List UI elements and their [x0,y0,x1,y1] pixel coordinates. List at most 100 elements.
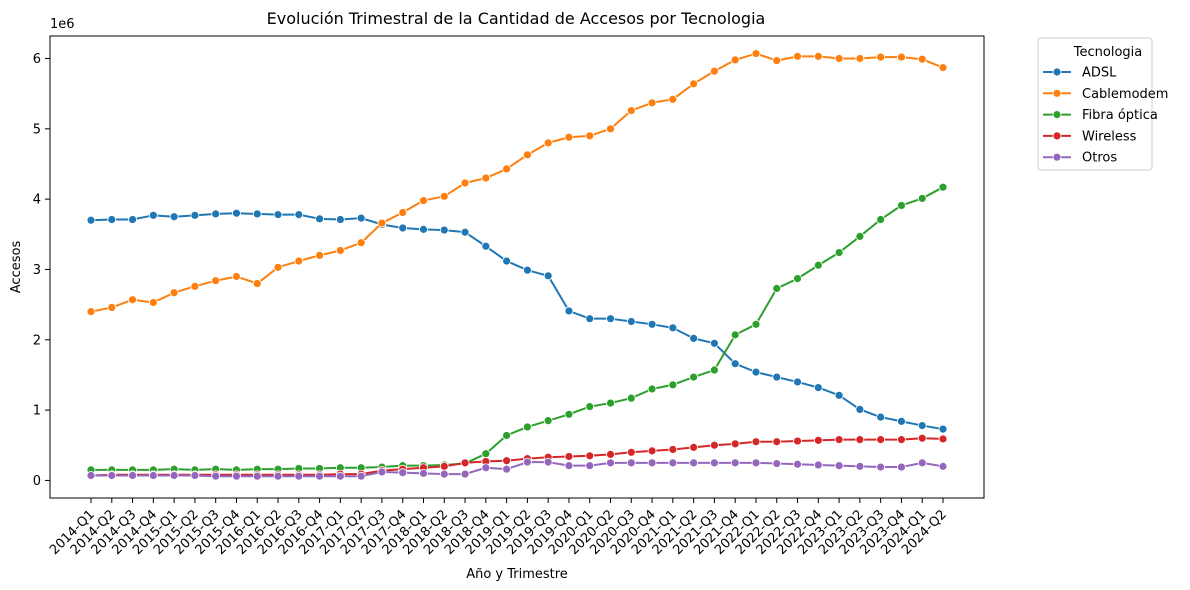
data-point [356,238,366,248]
data-point [522,457,532,467]
data-point [190,210,200,220]
data-point [190,471,200,480]
data-point [148,210,158,220]
data-point [626,106,636,115]
data-point [917,458,927,468]
data-point [772,459,782,468]
data-point [211,276,221,286]
series-otros [86,457,948,481]
legend-item: Fibra óptica [1043,108,1158,123]
legend-marker [1052,152,1062,162]
data-point [793,436,802,446]
data-point [730,55,740,65]
data-point [315,214,324,224]
data-point [897,462,906,472]
series-line [91,186,944,471]
data-point [938,182,948,192]
data-point [522,265,532,275]
data-point [855,461,865,471]
data-point [647,98,657,108]
data-point [335,215,345,224]
data-point [730,458,740,468]
data-point [606,398,615,408]
data-point [876,412,886,422]
data-point [398,468,408,478]
data-point [710,440,719,450]
data-point [190,281,200,291]
data-point [481,241,491,251]
data-point [419,224,428,234]
data-point [668,445,678,454]
data-point [751,319,761,329]
data-point [148,298,158,307]
data-point [689,442,699,452]
data-point [855,435,865,445]
data-point [751,49,761,58]
data-point [938,461,948,471]
legend-label: Fibra óptica [1082,108,1158,123]
data-point [689,458,699,468]
x-axis: 2014-Q12014-Q22014-Q32014-Q42015-Q12015-… [47,498,950,558]
legend-label: Wireless [1082,129,1137,144]
data-point [502,431,512,440]
data-point [419,468,428,478]
data-point [751,367,761,377]
data-point [772,372,782,382]
data-point [86,215,96,225]
data-point [626,317,636,326]
data-point [107,471,117,480]
y-tick-label: 0 [33,474,41,489]
data-point [626,393,636,403]
data-point [148,471,158,480]
chart-title: Evolución Trimestral de la Cantidad de A… [267,9,766,28]
data-point [502,456,512,466]
data-point [813,383,823,393]
data-point [626,458,636,468]
data-point [481,449,491,459]
data-point [793,459,802,469]
data-point [855,54,865,63]
data-point [917,433,927,443]
data-point [315,471,324,481]
data-point [252,209,262,219]
data-point [377,218,387,228]
data-point [834,461,844,471]
data-point [647,446,657,456]
data-point [938,434,948,444]
data-point [897,435,906,445]
data-point [730,330,740,340]
data-point [668,94,678,104]
data-point [689,79,699,89]
data-point [834,54,844,63]
data-point [128,215,137,224]
data-point [876,215,886,224]
data-point [294,471,304,481]
series-line [90,212,944,431]
x-axis-label: Año y Trimestre [466,567,568,582]
y-tick-label: 4 [33,193,41,208]
data-point [647,458,657,468]
legend-item: Wireless [1043,129,1137,144]
data-point [439,191,449,201]
data-point [793,274,802,284]
y-tick-label: 5 [33,122,41,137]
data-point [543,271,553,281]
data-point [897,201,906,210]
data-point [855,232,865,241]
data-point [772,284,782,293]
data-point [564,409,574,419]
data-point [481,173,491,183]
data-point [689,372,699,382]
data-point [730,359,740,369]
plot-frame [49,35,985,499]
data-point [647,384,657,394]
data-point [668,323,678,333]
data-point [606,458,615,468]
data-point [232,272,241,281]
data-point [710,66,719,76]
legend-label: Otros [1082,151,1117,166]
data-point [294,256,304,266]
data-point [689,333,699,343]
data-point [169,212,179,222]
